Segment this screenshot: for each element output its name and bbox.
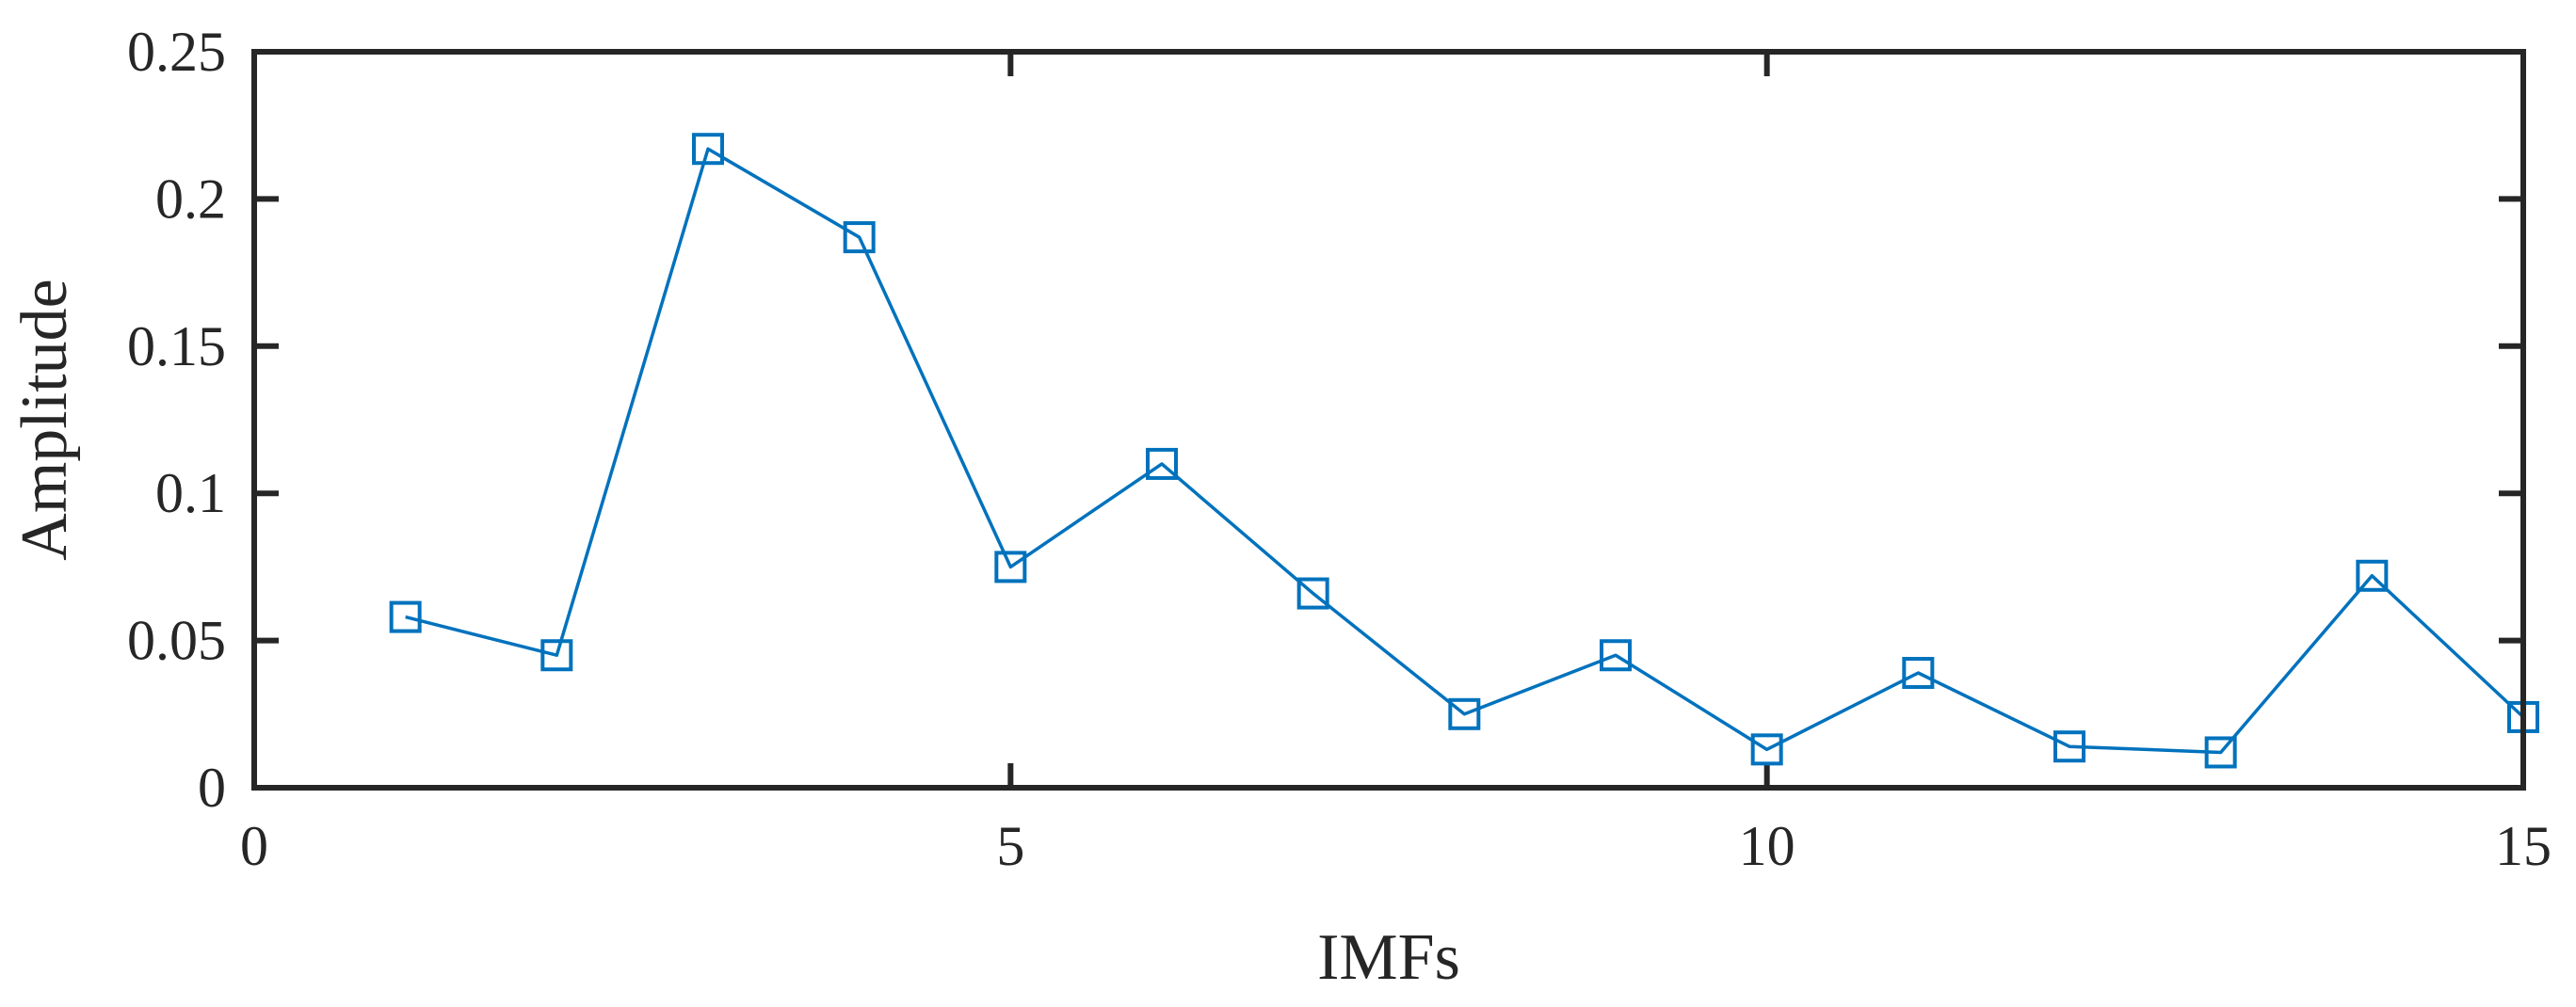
data-point-marker — [540, 639, 573, 672]
x-tick-label: 10 — [1739, 815, 1795, 877]
x-tick-label: 15 — [2495, 815, 2552, 877]
y-tick-label: 0.25 — [127, 21, 226, 83]
data-point-marker — [692, 133, 724, 166]
data-point-marker — [1448, 697, 1481, 730]
data-point-marker — [994, 551, 1027, 583]
plot-frame — [251, 49, 2526, 791]
axis-ticks — [251, 49, 2526, 791]
axes-box — [251, 49, 2526, 791]
y-axis-label: Amplitude — [8, 279, 81, 560]
data-point-marker — [1146, 447, 1178, 480]
tick-labels: 0 5 10 15 0 0.05 0.1 0.15 0.2 0.25 — [127, 21, 2552, 877]
series-line — [405, 147, 2525, 755]
x-tick-label: 5 — [996, 815, 1024, 877]
y-tick-label: 0.05 — [127, 610, 226, 672]
data-point-marker — [1750, 733, 1783, 766]
data-point-marker — [843, 221, 876, 254]
y-tick-label: 0.1 — [155, 462, 226, 524]
y-tick-label: 0.2 — [155, 168, 226, 230]
y-tick-label: 0 — [198, 757, 226, 819]
data-point-marker — [1600, 639, 1632, 672]
data-point-marker — [1902, 657, 1935, 690]
data-point-marker — [2356, 559, 2389, 592]
data-point-marker — [2053, 730, 2085, 763]
x-tick-label: 0 — [240, 815, 268, 877]
y-tick-label: 0.15 — [127, 315, 226, 377]
series-layer — [389, 133, 2539, 769]
data-point-marker — [2204, 736, 2237, 769]
data-point-marker — [389, 600, 422, 633]
data-point-marker — [1296, 577, 1329, 610]
x-axis-label: IMFs — [1317, 921, 1460, 994]
